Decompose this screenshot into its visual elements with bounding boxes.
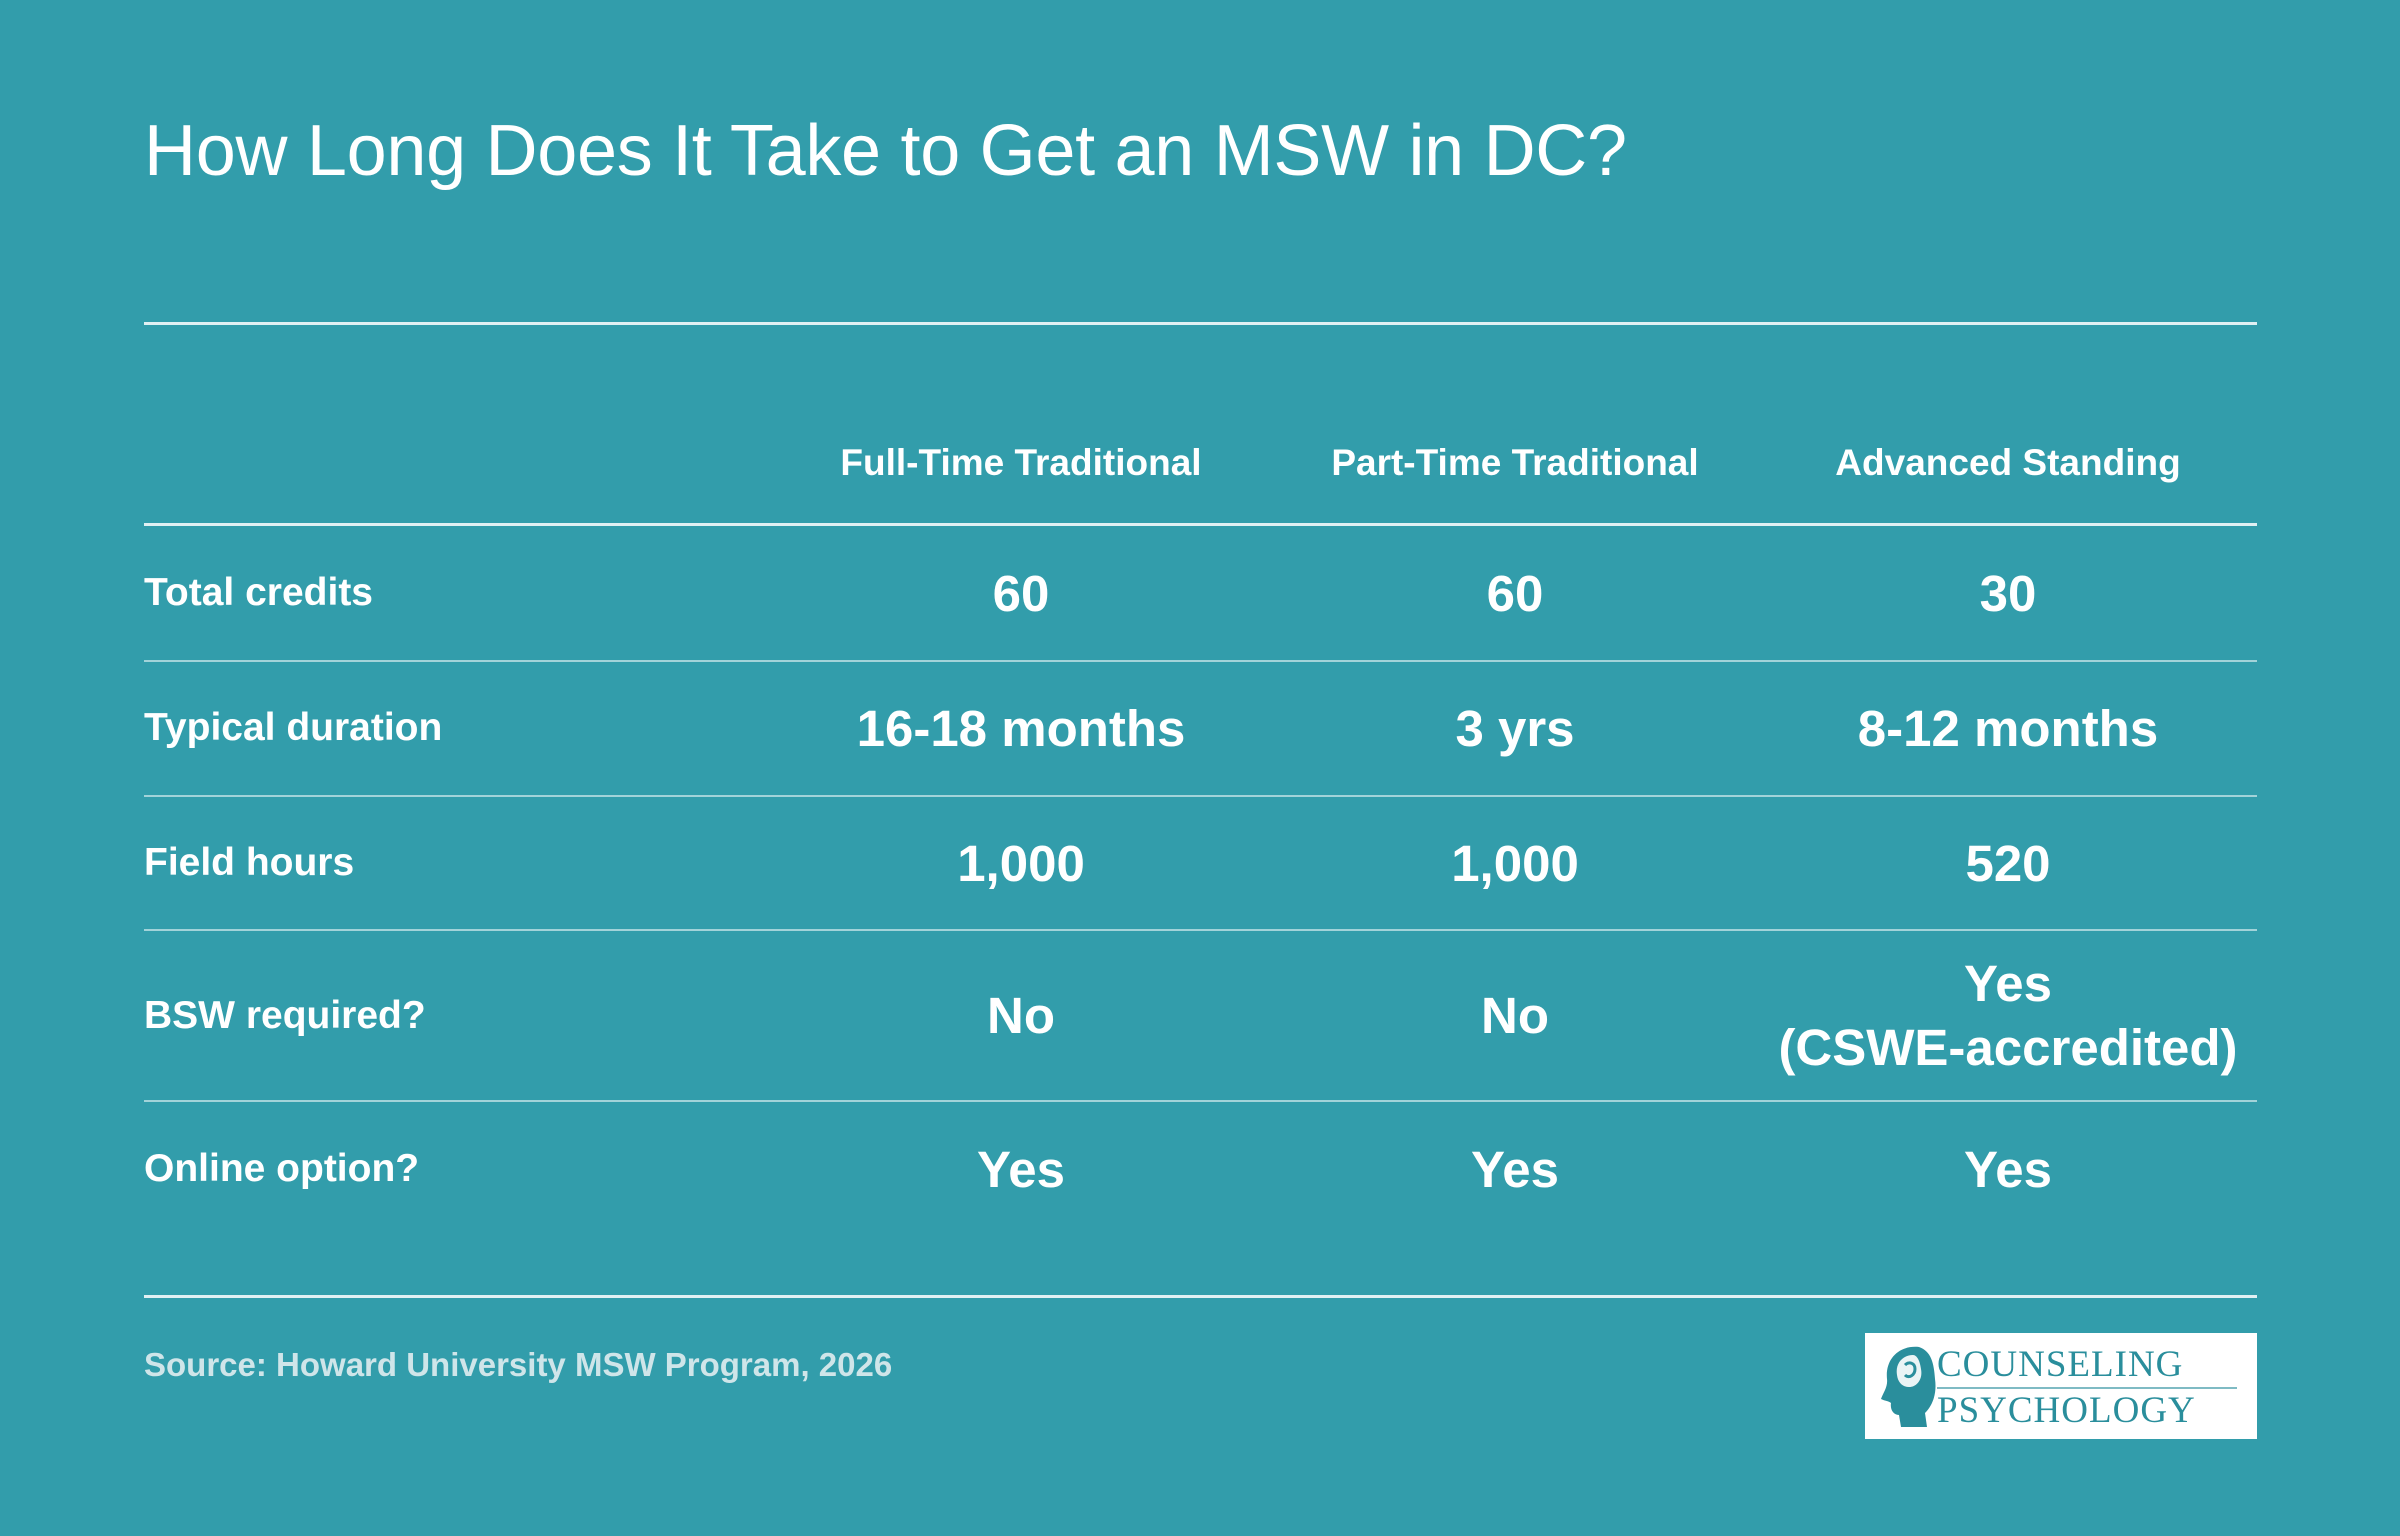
table-cell: 1,000 [1451, 835, 1579, 892]
title-divider [144, 322, 2257, 325]
row-divider [144, 1100, 2257, 1102]
table-cell: No [987, 987, 1055, 1044]
footer-divider [144, 1295, 2257, 1298]
head-profile-icon [1881, 1346, 1936, 1427]
table-cell: Yes [1471, 1141, 1559, 1198]
table-cell: 60 [1486, 565, 1544, 622]
table-cell: No [1481, 987, 1549, 1044]
row-label-total-credits: Total credits [144, 571, 373, 614]
table-cell: 16-18 months [856, 700, 1186, 757]
row-divider [144, 929, 2257, 931]
logo-rule [1937, 1387, 2237, 1389]
table-cell: Yes [1964, 1141, 2052, 1198]
table-cell: 1,000 [957, 835, 1085, 892]
table-cell: 3 yrs [1455, 700, 1575, 757]
column-header-part-time: Part-Time Traditional [1331, 442, 1699, 483]
source-note: Source: Howard University MSW Program, 2… [144, 1346, 893, 1383]
table-cell: 60 [992, 565, 1050, 622]
row-label-field-hours: Field hours [144, 841, 355, 884]
row-label-typical-duration: Typical duration [144, 706, 443, 749]
table-cell: 30 [1979, 565, 2037, 622]
page-title: How Long Does It Take to Get an MSW in D… [144, 111, 1627, 191]
row-divider [144, 660, 2257, 662]
logo-text-line2: PSYCHOLOGY [1937, 1390, 2196, 1431]
table-cell: Yes (CSWE-accredited) [1778, 955, 2238, 1076]
table-cell: 8-12 months [1857, 700, 2159, 757]
logo-text-line1: COUNSELING [1937, 1344, 2184, 1385]
counseling-psychology-logo: COUNSELING PSYCHOLOGY [1865, 1333, 2257, 1439]
table-cell: 520 [1965, 835, 2051, 892]
column-header-full-time: Full-Time Traditional [840, 442, 1202, 483]
column-header-advanced-standing: Advanced Standing [1835, 442, 2181, 483]
table-cell: Yes [977, 1141, 1065, 1198]
header-divider [144, 523, 2257, 526]
row-divider [144, 795, 2257, 797]
row-label-online-option: Online option? [144, 1147, 420, 1190]
row-label-bsw-required: BSW required? [144, 994, 426, 1037]
